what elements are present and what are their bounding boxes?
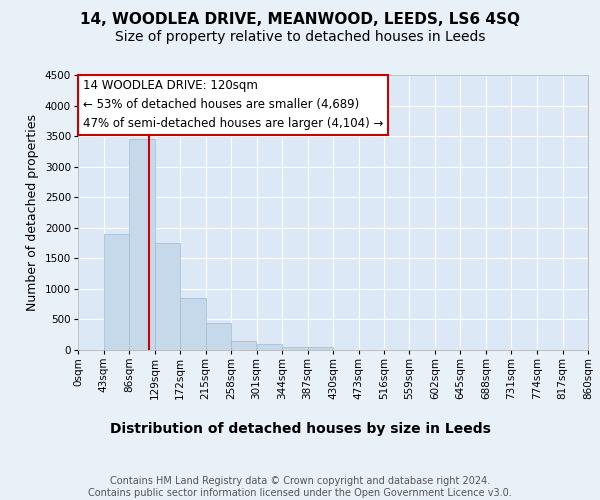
Text: Distribution of detached houses by size in Leeds: Distribution of detached houses by size …: [110, 422, 490, 436]
Bar: [129, 139, 155, 350]
Bar: [104, 234, 129, 350]
Text: 14, WOODLEA DRIVE, MEANWOOD, LEEDS, LS6 4SQ: 14, WOODLEA DRIVE, MEANWOOD, LEEDS, LS6 …: [80, 12, 520, 28]
Text: 14 WOODLEA DRIVE: 120sqm
← 53% of detached houses are smaller (4,689)
47% of sem: 14 WOODLEA DRIVE: 120sqm ← 53% of detach…: [83, 80, 383, 130]
Bar: [257, 344, 282, 350]
Bar: [308, 347, 333, 350]
Bar: [205, 322, 231, 350]
Y-axis label: Number of detached properties: Number of detached properties: [26, 114, 39, 311]
Text: Contains HM Land Registry data © Crown copyright and database right 2024.
Contai: Contains HM Land Registry data © Crown c…: [88, 476, 512, 498]
Bar: [155, 243, 180, 350]
Bar: [282, 347, 308, 350]
Bar: [180, 298, 205, 350]
Text: Size of property relative to detached houses in Leeds: Size of property relative to detached ho…: [115, 30, 485, 44]
Bar: [231, 341, 256, 350]
